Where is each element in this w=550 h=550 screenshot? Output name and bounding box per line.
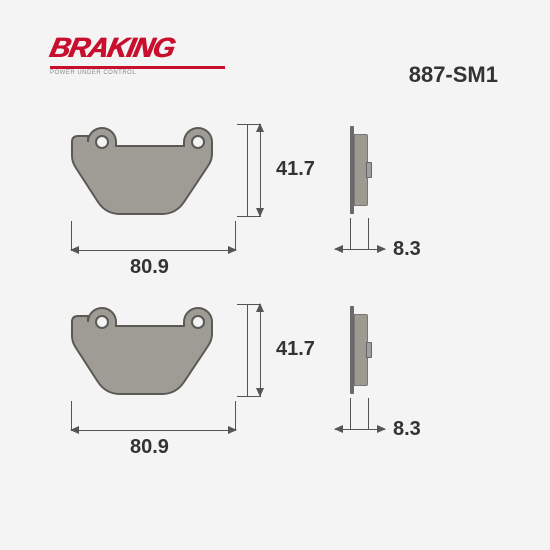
- dim-bot-width-text: 80.9: [130, 436, 169, 459]
- brand-logo: BRAKING POWER UNDER CONTROL: [50, 32, 225, 76]
- logo-text: BRAKING: [47, 32, 177, 64]
- dim-bot-thk-ext2: [368, 398, 369, 430]
- logo-underline: [50, 66, 225, 69]
- dim-top-thk-ext2: [368, 218, 369, 250]
- dim-bot-thk-ext1: [350, 398, 351, 430]
- dim-bot-height-text: 41.7: [276, 338, 315, 361]
- pad-top-side-clip: [366, 162, 372, 178]
- pad-bottom-side-clip: [366, 342, 372, 358]
- dim-bot-thk-text: 8.3: [393, 418, 421, 441]
- dim-top-thk-text: 8.3: [393, 238, 421, 261]
- dim-top-thk-ext1: [350, 218, 351, 250]
- pad-top-hole-right: [192, 136, 204, 148]
- pad-top-hole-left: [96, 136, 108, 148]
- pad-bottom-outline: [72, 308, 212, 394]
- dim-top-width-arrow: [71, 250, 236, 251]
- dim-top-height-text: 41.7: [276, 158, 315, 181]
- pad-top-outline: [72, 128, 212, 214]
- dim-top-height-line: [247, 124, 248, 216]
- dim-top-height-ext2: [237, 216, 261, 217]
- dim-bot-height-line: [247, 304, 248, 396]
- dim-bot-thk-arrow: [335, 429, 385, 430]
- dim-top-width-text: 80.9: [130, 256, 169, 279]
- dim-top-thk-arrow: [335, 249, 385, 250]
- pad-top-front: [68, 120, 238, 225]
- pad-bottom-hole-right: [192, 316, 204, 328]
- pad-bottom-front: [68, 300, 238, 405]
- dim-bot-height-ext1: [237, 304, 261, 305]
- dim-bot-height-ext2: [237, 396, 261, 397]
- logo-tagline: POWER UNDER CONTROL: [50, 70, 225, 76]
- part-number: 887-SM1: [409, 62, 498, 88]
- dim-top-height-arrow: [260, 124, 261, 216]
- dim-bot-height-arrow: [260, 304, 261, 396]
- pad-bottom-hole-left: [96, 316, 108, 328]
- dim-bot-width-arrow: [71, 430, 236, 431]
- dim-top-height-ext1: [237, 124, 261, 125]
